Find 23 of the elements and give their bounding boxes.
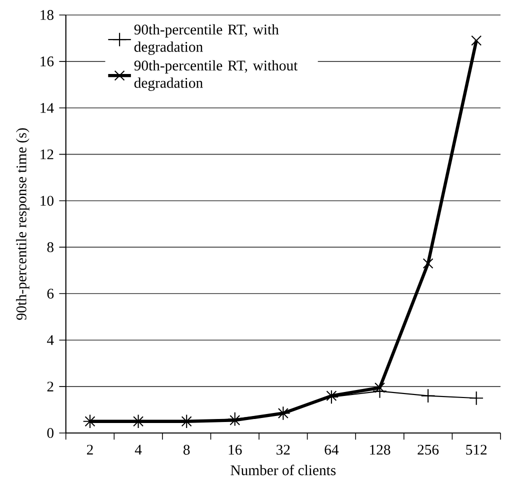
x-tick-label: 4	[134, 444, 142, 454]
y-tick-label: 16	[40, 56, 54, 66]
x-tick-label: 32	[276, 444, 290, 455]
y-tick-label: 0	[47, 428, 54, 438]
x-axis-title: Number of clients	[230, 464, 336, 476]
y-tick-label: 12	[40, 149, 54, 160]
y-tick-label: 18	[40, 10, 54, 20]
legend-label: 90th-percentile RT, without degradation	[134, 60, 298, 91]
x-tick-label: 16	[228, 444, 242, 455]
x-tick-label: 128	[370, 444, 390, 455]
x-tick-label: 2	[86, 444, 93, 455]
x-tick-label: 256	[418, 444, 439, 455]
y-tick-label: 8	[47, 242, 54, 252]
y-tick-label: 4	[46, 335, 54, 345]
y-tick-label: 14	[40, 103, 54, 113]
legend-label: 90th-percentile RT, with degradation	[134, 24, 279, 55]
y-axis-title: 90th-percentile response time (s)	[16, 128, 30, 320]
y-tick-label: 6	[47, 288, 54, 299]
y-tick-label: 2	[47, 382, 54, 392]
x-tick-label: 8	[183, 444, 190, 455]
x-tick-label: 512	[466, 444, 487, 455]
y-tick-label: 10	[40, 196, 54, 206]
x-tick-label: 64	[324, 444, 339, 455]
